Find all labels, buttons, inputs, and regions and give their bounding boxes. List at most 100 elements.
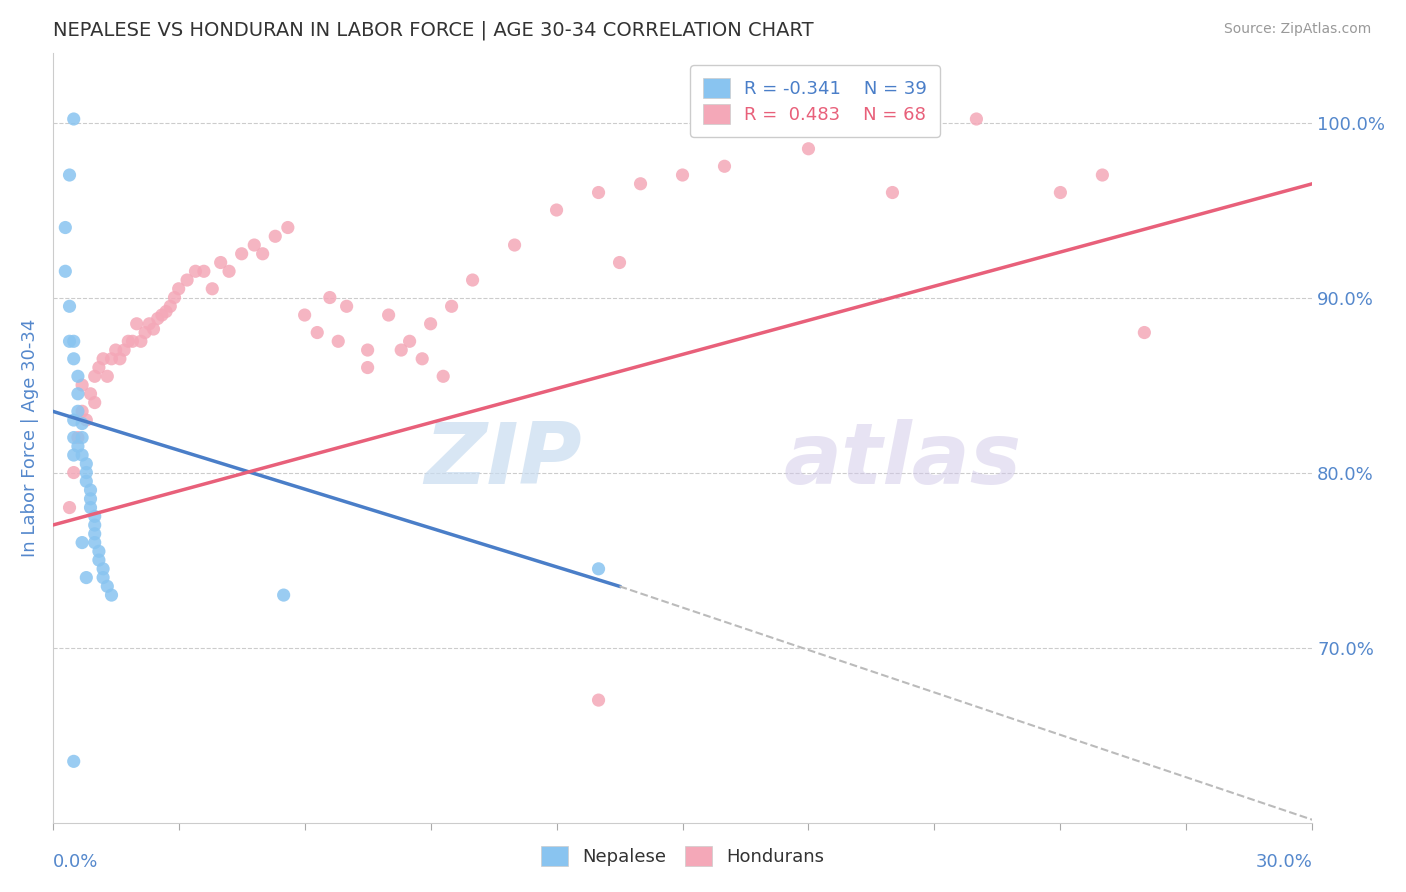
Point (440, 299, 463, 313)
Point (70, 404, 93, 418)
Point (167, 282, 190, 296)
Point (138, 317, 160, 331)
Point (83, 369, 105, 384)
Point (264, 229, 287, 244)
Point (121, 334, 143, 349)
Point (58, 334, 80, 349)
Point (87, 553, 110, 567)
Point (58, 299, 80, 313)
Point (117, 334, 139, 349)
Point (100, 588, 122, 602)
Point (319, 291, 342, 305)
Point (243, 238, 266, 252)
Point (91, 571, 114, 585)
Point (965, 112, 987, 126)
Point (70, 448, 93, 462)
Point (96, 369, 118, 384)
Point (150, 308, 173, 322)
Point (294, 308, 316, 322)
Point (112, 343, 135, 357)
Point (797, 142, 820, 156)
Point (108, 351, 131, 366)
Point (356, 360, 378, 375)
Point (75, 475, 97, 489)
Text: NEPALESE VS HONDURAN IN LABOR FORCE | AGE 30-34 CORRELATION CHART: NEPALESE VS HONDURAN IN LABOR FORCE | AG… (52, 21, 813, 40)
Point (231, 247, 253, 261)
Point (184, 264, 207, 278)
Point (62, 466, 84, 480)
Point (142, 322, 165, 336)
Point (588, 562, 610, 576)
Point (66, 431, 89, 445)
Legend: Nepalese, Hondurans: Nepalese, Hondurans (531, 838, 834, 875)
Point (1133, 326, 1156, 340)
Y-axis label: In Labor Force | Age 30-34: In Labor Force | Age 30-34 (21, 318, 39, 557)
Point (671, 168, 693, 182)
Point (62, 334, 84, 349)
Point (91, 351, 114, 366)
Point (630, 177, 652, 191)
Point (62, 112, 84, 126)
Point (83, 509, 105, 524)
Point (503, 238, 526, 252)
Text: 0.0%: 0.0% (52, 853, 98, 871)
Point (58, 500, 80, 515)
Point (66, 386, 89, 401)
Point (70, 535, 93, 549)
Point (129, 334, 152, 349)
Point (75, 457, 97, 471)
Text: Source: ZipAtlas.com: Source: ZipAtlas.com (1223, 22, 1371, 37)
Point (419, 317, 441, 331)
Point (201, 282, 224, 296)
Point (75, 466, 97, 480)
Point (83, 518, 105, 533)
Point (389, 343, 412, 357)
Text: 30.0%: 30.0% (1256, 853, 1312, 871)
Point (87, 360, 110, 375)
Point (91, 562, 114, 576)
Point (273, 588, 295, 602)
Point (159, 299, 181, 313)
Point (70, 431, 93, 445)
Point (53, 264, 76, 278)
Point (79, 386, 101, 401)
Point (96, 579, 118, 593)
Point (87, 544, 110, 558)
Point (66, 369, 89, 384)
Text: ZIP: ZIP (425, 419, 582, 502)
Point (125, 317, 148, 331)
Point (252, 247, 274, 261)
Point (1049, 186, 1071, 200)
Point (62, 448, 84, 462)
Point (336, 299, 359, 313)
Point (546, 202, 568, 217)
Point (62, 351, 84, 366)
Point (100, 351, 122, 366)
Point (193, 264, 215, 278)
Point (70, 417, 93, 431)
Point (58, 168, 80, 182)
Point (588, 186, 610, 200)
Point (356, 343, 378, 357)
Point (377, 308, 399, 322)
Point (104, 343, 127, 357)
Point (83, 535, 105, 549)
Point (209, 255, 232, 269)
Point (432, 369, 454, 384)
Point (307, 326, 329, 340)
Point (146, 311, 169, 326)
Point (75, 413, 97, 427)
Point (66, 404, 89, 418)
Point (176, 273, 198, 287)
Point (163, 291, 186, 305)
Point (1091, 168, 1114, 182)
Point (70, 378, 93, 392)
Point (53, 220, 76, 235)
Point (79, 491, 101, 506)
Point (134, 326, 156, 340)
Point (75, 571, 97, 585)
Point (461, 273, 484, 287)
Point (609, 255, 631, 269)
Point (83, 526, 105, 541)
Point (62, 755, 84, 769)
